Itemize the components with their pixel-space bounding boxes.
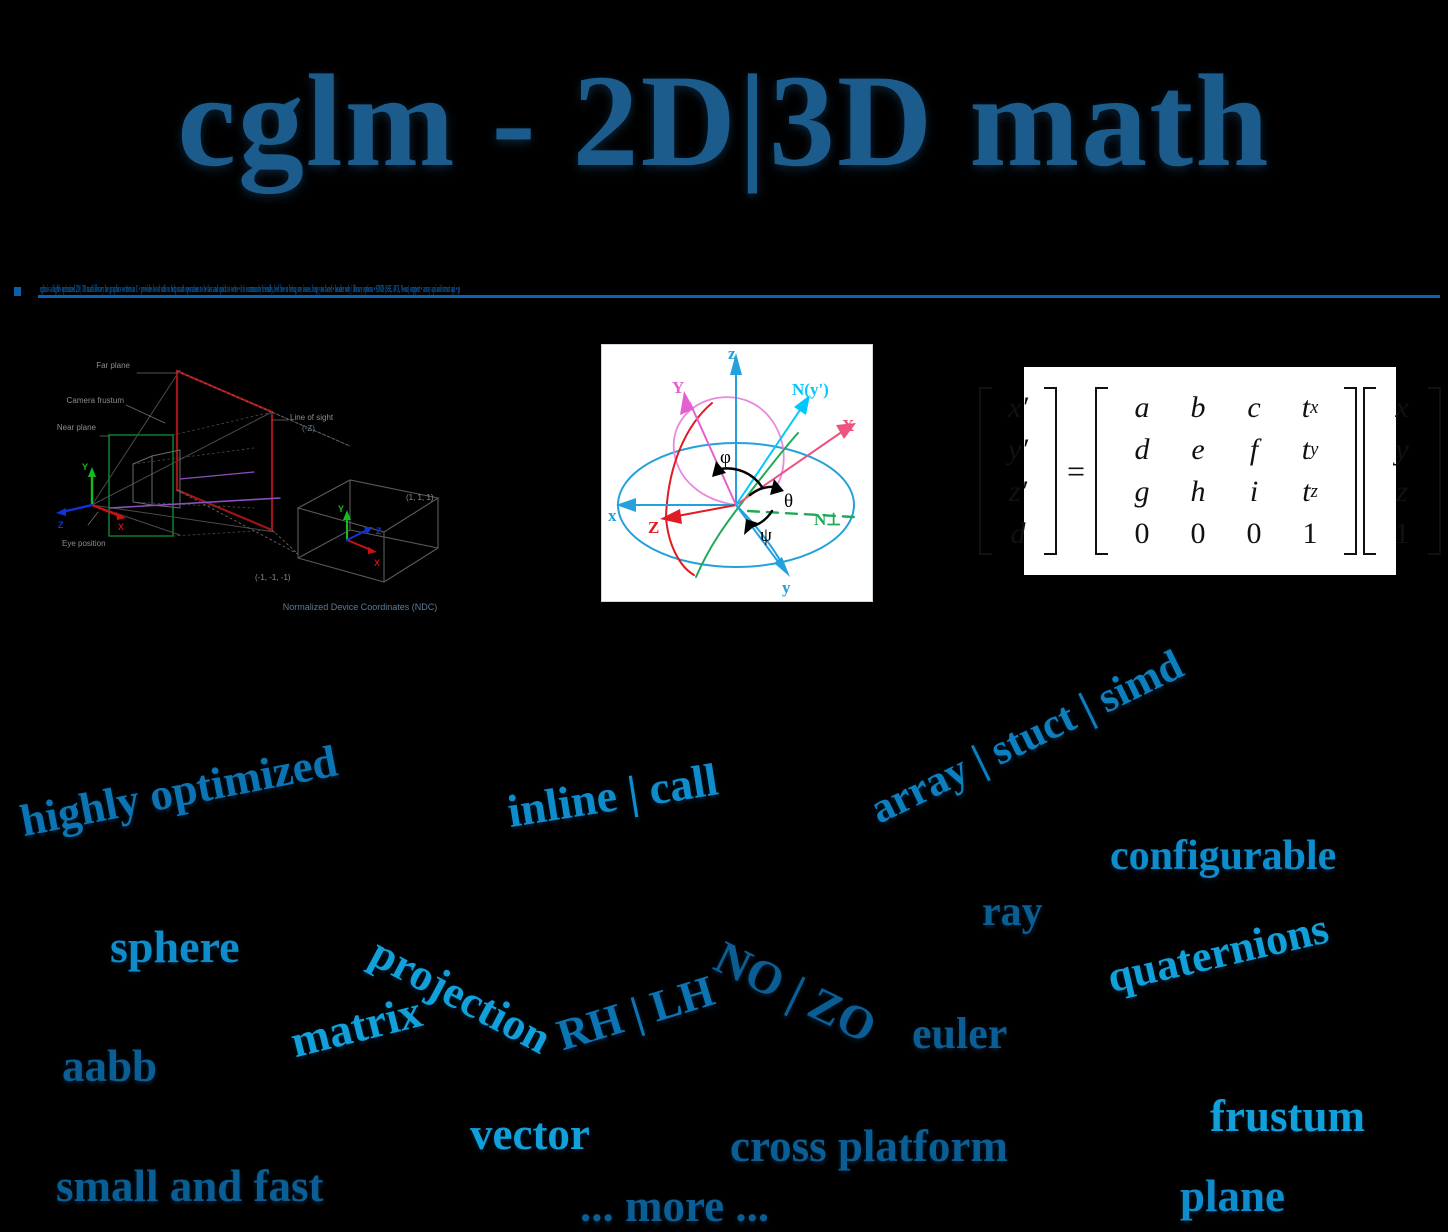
euler-angles-figure: z x y Y Z X N(y') N⊥ φ θ ψ xyxy=(601,344,873,602)
matrix-cell: x′ xyxy=(1008,391,1028,424)
wordcloud-word: RH | LH xyxy=(551,966,720,1061)
wordcloud-word: frustum xyxy=(1210,1091,1365,1141)
matrix-cell: e xyxy=(1191,433,1205,466)
matrix-cell: d xyxy=(1010,517,1026,550)
matrix-cell: g xyxy=(1134,475,1150,508)
frustum-label-near-plane: Near plane xyxy=(57,423,97,432)
transform-bracket-left xyxy=(1095,387,1109,555)
matrix-cell: h xyxy=(1190,475,1206,508)
transform-bracket-right xyxy=(1344,387,1358,555)
wordcloud-word: euler xyxy=(912,1009,1008,1058)
wordcloud-word: small and fast xyxy=(56,1161,324,1211)
ndc-axis-label-z: Z xyxy=(376,526,382,536)
wordcloud-word: plane xyxy=(1180,1171,1286,1221)
wordcloud-word: vector xyxy=(470,1109,590,1159)
matrix-cell: 1 xyxy=(1302,517,1318,550)
camera-frustum-ndc-figure: Far plane Camera frustum Near plane Line… xyxy=(40,340,490,620)
euler-label-z-fixed: z xyxy=(728,345,736,363)
frustum-axis-label-x: X xyxy=(118,522,124,532)
divider-rule xyxy=(38,295,1440,298)
frustum-label-ndc-max: (1, 1, 1) xyxy=(406,493,434,502)
matrix-cell: 0 xyxy=(1190,517,1206,550)
wordcloud-word: ray xyxy=(982,889,1043,935)
wordcloud-word: highly optimized xyxy=(16,735,342,847)
rhs-bracket-right xyxy=(1428,387,1442,555)
euler-label-X-body: X xyxy=(842,416,855,435)
matrix-cell: a xyxy=(1134,391,1150,424)
matrix-cell: 0 xyxy=(1246,517,1262,550)
wordcloud-word: array | stuct | simd xyxy=(862,641,1191,834)
ndc-axis-label-x: X xyxy=(374,558,380,568)
frustum-label-line-of-sight: Line of sight xyxy=(290,413,334,422)
divider: cglm is a highly optimized 2D | 3D math … xyxy=(0,283,1448,303)
euler-label-node-perp: N⊥ xyxy=(814,510,841,529)
euler-label-y-fixed: y xyxy=(782,578,791,597)
matrix-cell: b xyxy=(1190,391,1206,424)
matrix-cell: i xyxy=(1249,475,1259,508)
lhs-vector: x′ y′ z′ d xyxy=(998,387,1038,555)
wordcloud-word: configurable xyxy=(1110,833,1337,879)
divider-bullet-marker xyxy=(14,287,21,296)
lhs-bracket-left xyxy=(978,387,992,555)
euler-angle-phi: φ xyxy=(720,447,731,468)
wordcloud-word: cross platform xyxy=(730,1121,1008,1171)
wordcloud-word: matrix xyxy=(285,985,427,1068)
divider-micro-text: cglm is a highly optimized 2D | 3D math … xyxy=(40,283,460,295)
frustum-label-far-plane: Far plane xyxy=(96,361,130,370)
wordcloud-word: NO | ZO xyxy=(706,931,885,1054)
frustum-label-camera-frustum: Camera frustum xyxy=(67,396,125,405)
frustum-label-line-of-sight-axis: (-Z) xyxy=(302,424,315,433)
euler-angle-theta: θ xyxy=(784,491,793,512)
ndc-axis-label-y: Y xyxy=(338,504,344,514)
euler-label-Z-body: Z xyxy=(648,518,659,537)
frustum-axis-label-y: Y xyxy=(82,462,88,472)
frustum-label-ndc-caption: Normalized Device Coordinates (NDC) xyxy=(283,602,438,612)
rhs-bracket-left xyxy=(1363,387,1377,555)
feature-word-cloud: highly optimized inline | call array | stu… xyxy=(0,600,1448,1231)
euler-angle-psi: ψ xyxy=(760,525,772,546)
matrix-cell: x xyxy=(1395,391,1409,424)
wordcloud-word: inline | call xyxy=(503,753,722,838)
matrix-cell: y xyxy=(1395,433,1409,466)
matrix-cell: 0 xyxy=(1134,517,1150,550)
wordcloud-word: sphere xyxy=(110,921,240,972)
lhs-bracket-right xyxy=(1043,387,1057,555)
euler-label-node-line: N(y') xyxy=(792,380,829,399)
matrix-cell: 1 xyxy=(1394,517,1410,550)
matrix-cell: d xyxy=(1134,433,1150,466)
frustum-label-eye-position: Eye position xyxy=(62,539,106,548)
rhs-vector: x y z 1 xyxy=(1382,387,1422,555)
frustum-axis-label-z: Z xyxy=(58,520,64,530)
matrix-cell: c xyxy=(1247,391,1261,424)
wordcloud-word: aabb xyxy=(62,1041,158,1091)
wordcloud-word: ... more ... xyxy=(580,1181,770,1231)
matrix-cell: f xyxy=(1249,433,1259,466)
euler-label-x-fixed: x xyxy=(608,506,617,525)
frustum-label-ndc-min: (-1, -1, -1) xyxy=(255,573,291,582)
equals-sign: = xyxy=(1066,452,1086,489)
matrix-cell: z′ xyxy=(1008,475,1028,508)
matrix-cell: z xyxy=(1396,475,1408,508)
euler-label-Y-body: Y xyxy=(672,378,684,397)
matrix-cell: y′ xyxy=(1008,433,1028,466)
page-title: cglm - 2D|3D math xyxy=(177,47,1271,194)
wordcloud-word: quaternions xyxy=(1102,903,1333,1003)
